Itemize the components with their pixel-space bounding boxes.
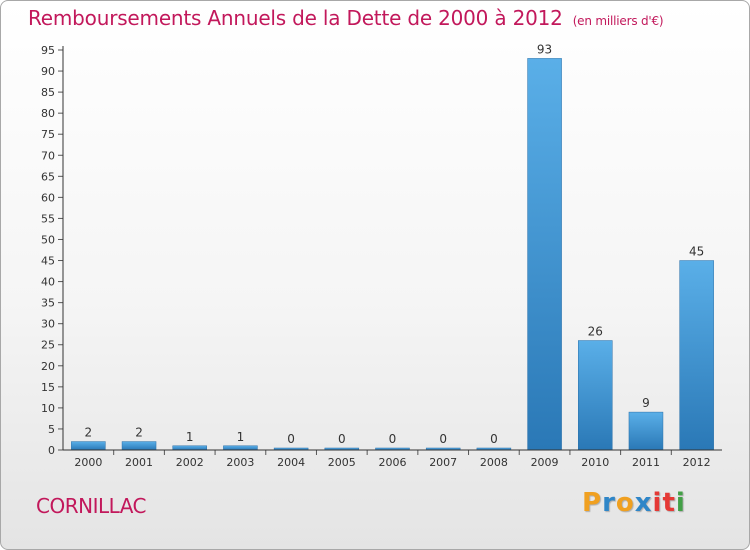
logo-letter: r bbox=[602, 488, 616, 518]
bar-2003 bbox=[223, 445, 258, 451]
y-tick-label: 45 bbox=[41, 255, 55, 268]
y-tick-label: 65 bbox=[41, 170, 55, 183]
y-tick-label: 0 bbox=[48, 444, 55, 457]
data-label-2001: 2 bbox=[135, 426, 143, 440]
y-tick-label: 10 bbox=[41, 402, 55, 415]
data-label-2004: 0 bbox=[287, 432, 295, 446]
data-label-2002: 1 bbox=[186, 430, 194, 444]
x-tick-label: 2007 bbox=[429, 456, 457, 469]
x-tick-label: 2006 bbox=[379, 456, 407, 469]
y-tick-label: 40 bbox=[41, 276, 55, 289]
y-tick-label: 75 bbox=[41, 128, 55, 141]
y-tick-label: 80 bbox=[41, 107, 55, 120]
y-tick-label: 5 bbox=[48, 423, 55, 436]
bar-2009 bbox=[527, 58, 562, 451]
proxiti-logo: Proxiti bbox=[582, 488, 686, 518]
y-tick-label: 25 bbox=[41, 339, 55, 352]
x-tick-label: 2011 bbox=[632, 456, 660, 469]
y-tick-label: 85 bbox=[41, 86, 55, 99]
chart-title-text: Remboursements Annuels de la Dette de 20… bbox=[28, 6, 563, 30]
bar-2011 bbox=[628, 411, 664, 451]
x-tick-label: 2010 bbox=[581, 456, 609, 469]
bar-2001 bbox=[121, 441, 157, 451]
y-tick-label: 90 bbox=[41, 65, 55, 78]
bar-2002 bbox=[172, 445, 207, 451]
data-label-2006: 0 bbox=[389, 432, 397, 446]
data-label-2011: 9 bbox=[642, 396, 650, 410]
y-tick-label: 95 bbox=[41, 44, 55, 57]
data-label-2012: 45 bbox=[689, 245, 704, 259]
y-tick-label: 35 bbox=[41, 297, 55, 310]
logo-letter: i bbox=[675, 488, 686, 518]
commune-name: CORNILLAC bbox=[36, 494, 147, 518]
logo-letter: i bbox=[652, 488, 663, 518]
data-label-2007: 0 bbox=[439, 432, 447, 446]
x-tick-label: 2005 bbox=[328, 456, 356, 469]
x-tick-label: 2003 bbox=[226, 456, 254, 469]
y-tick-label: 55 bbox=[41, 212, 55, 225]
data-label-2005: 0 bbox=[338, 432, 346, 446]
x-tick-label: 2001 bbox=[125, 456, 153, 469]
x-tick-label: 2000 bbox=[74, 456, 102, 469]
bar-2000 bbox=[71, 441, 106, 451]
logo-letter: o bbox=[615, 488, 635, 518]
data-label-2000: 2 bbox=[85, 426, 93, 440]
x-tick-label: 2002 bbox=[176, 456, 204, 469]
y-tick-label: 20 bbox=[41, 360, 55, 373]
y-tick-label: 50 bbox=[41, 233, 55, 246]
y-tick-label: 30 bbox=[41, 318, 55, 331]
y-tick-label: 15 bbox=[41, 381, 55, 394]
data-label-2010: 26 bbox=[588, 325, 603, 339]
x-tick-label: 2008 bbox=[480, 456, 508, 469]
chart-title: Remboursements Annuels de la Dette de 20… bbox=[28, 6, 664, 30]
bar-2010 bbox=[578, 340, 613, 451]
logo-letter: P bbox=[582, 488, 603, 518]
x-tick-label: 2009 bbox=[531, 456, 559, 469]
y-tick-label: 70 bbox=[41, 149, 55, 162]
data-label-2009: 93 bbox=[537, 42, 552, 56]
bar-2012 bbox=[679, 260, 714, 451]
y-tick-label: 60 bbox=[41, 191, 55, 204]
logo-letter: t bbox=[662, 488, 676, 518]
logo-letter: x bbox=[634, 488, 653, 518]
chart-subtitle: (en milliers d'€) bbox=[572, 14, 664, 28]
x-tick-label: 2012 bbox=[683, 456, 711, 469]
data-label-2008: 0 bbox=[490, 432, 498, 446]
x-tick-label: 2004 bbox=[277, 456, 305, 469]
data-label-2003: 1 bbox=[237, 430, 245, 444]
